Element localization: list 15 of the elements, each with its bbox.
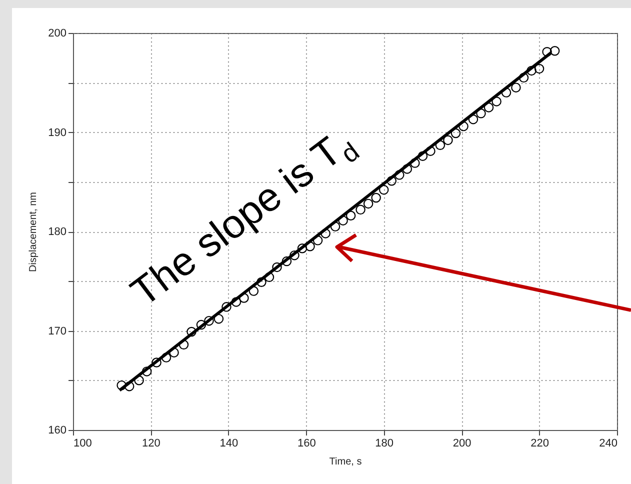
x-tick-label: 120 [142, 438, 160, 450]
y-tick-label: 160 [48, 424, 66, 436]
x-tick-label: 180 [375, 438, 394, 450]
x-tick-label: 140 [220, 438, 238, 450]
y-tick-label: 200 [48, 28, 66, 40]
y-tick-label: 170 [48, 325, 66, 338]
y-tick-label: 190 [48, 126, 66, 139]
x-axis-title: Time, s [329, 456, 362, 468]
x-tick-label: 240 [599, 438, 618, 450]
x-tick-label: 160 [297, 438, 316, 450]
x-tick-label: 200 [452, 438, 472, 450]
x-tick-label: 220 [530, 438, 549, 450]
y-axis-title: Displacement, nm [28, 192, 40, 272]
x-tick-label: 100 [74, 438, 92, 450]
y-tick-label: 180 [48, 226, 66, 238]
